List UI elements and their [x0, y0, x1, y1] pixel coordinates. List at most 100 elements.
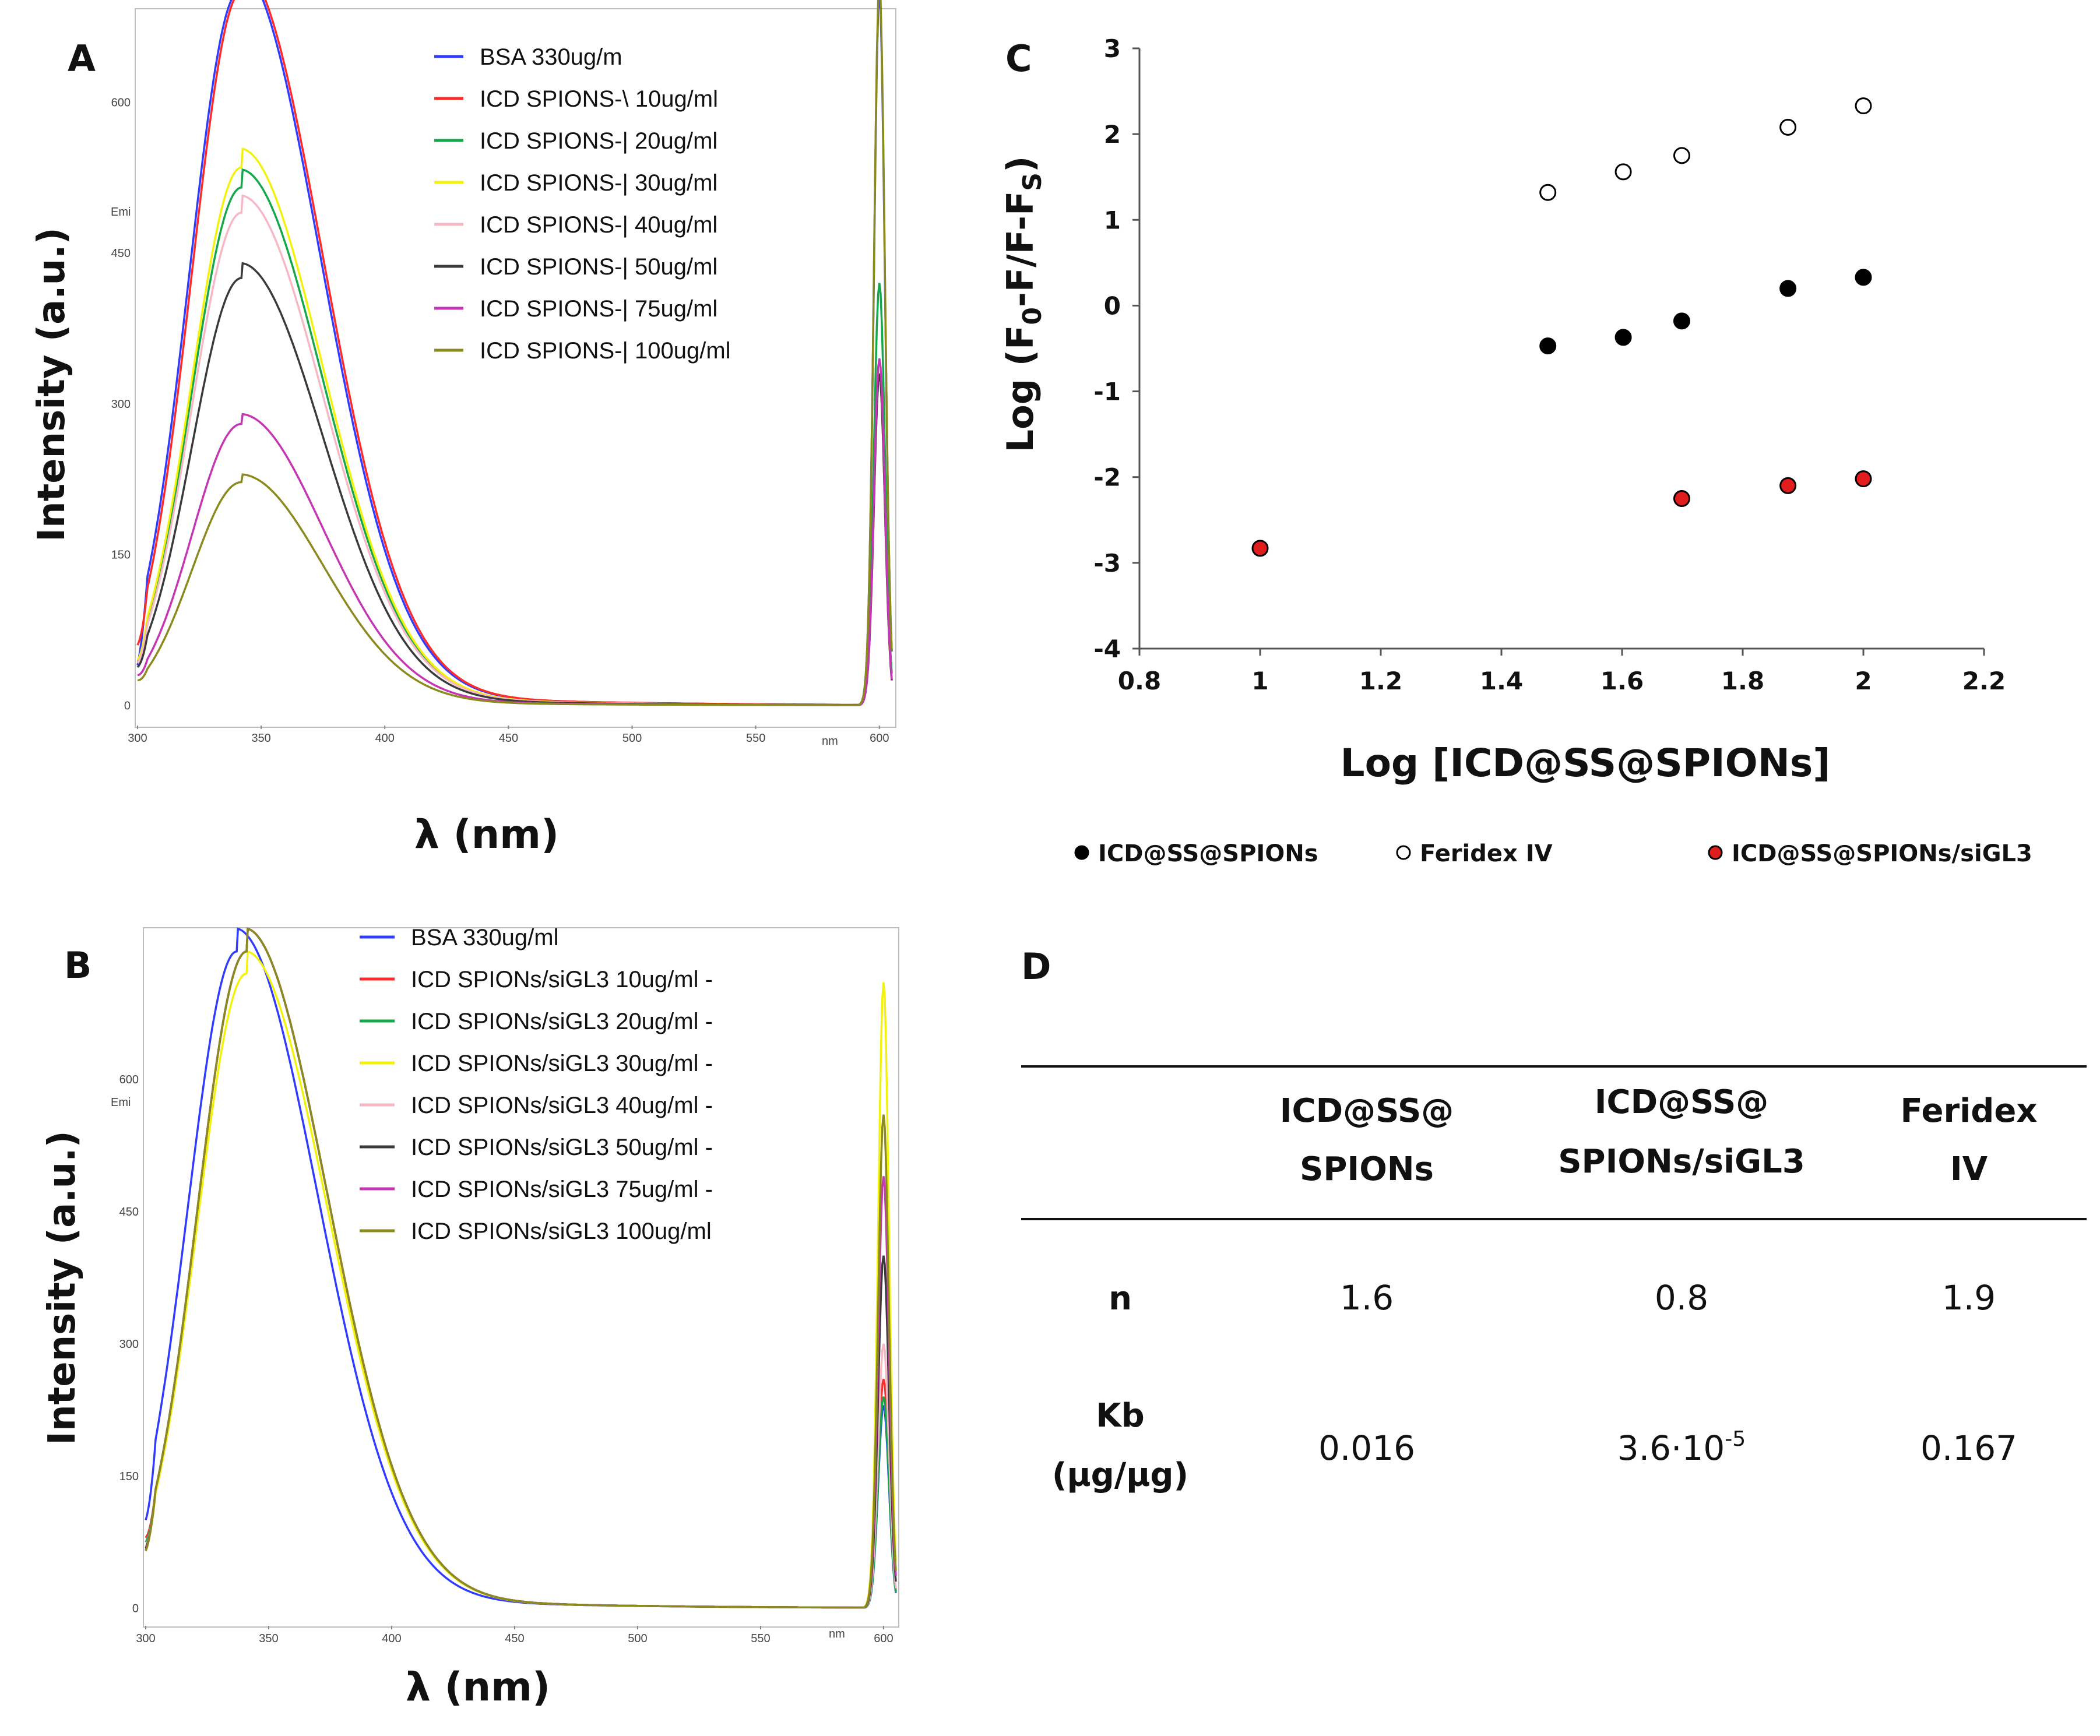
panel-b-plot-frame	[143, 927, 899, 1628]
a-series-7-line	[137, 358, 893, 706]
b-y-tick-label: 450	[119, 1206, 139, 1219]
c-point-series-2	[1614, 163, 1632, 181]
c-x-tick-label: 1.2	[1359, 667, 1402, 695]
c-x-tick-label: 2.2	[1962, 667, 2006, 695]
b-x-tick-label: 550	[751, 1632, 770, 1645]
a-series-3-line	[136, 168, 893, 706]
b-legend-label: ICD SPIONs/siGL3 30ug/ml -	[411, 1051, 713, 1076]
c-x-tick-label: 1.8	[1721, 667, 1764, 695]
c-legend-label: ICD@SS@SPIONs	[1098, 840, 1318, 867]
table-header-col1-line1: ICD@SS@	[1280, 1092, 1454, 1130]
b-x-tick-label: 600	[874, 1632, 893, 1645]
b-x-tick-label: 300	[136, 1632, 155, 1645]
b-series-8-line	[145, 927, 897, 1609]
panel-b-legend: BSA 330ug/ml ICD SPIONs/siGL3 10ug/ml - IC…	[360, 925, 713, 1244]
c-y-tick-label: 2	[1104, 120, 1121, 149]
c-legend-marker	[1074, 845, 1089, 860]
table-cell-kb-col2-exp: -5	[1725, 1427, 1746, 1451]
a-legend-label: ICD SPIONS-| 100ug/ml	[480, 338, 731, 364]
panel-c-ylabel-mid: -F/F-F	[999, 191, 1042, 307]
panel-b-letter: B	[64, 944, 92, 987]
table-row-kb-label: Kb	[1096, 1397, 1144, 1435]
c-y-tick-label: 3	[1104, 34, 1121, 63]
a-legend-label: ICD SPIONS-\ 10ug/ml	[480, 86, 718, 112]
c-y-tick-label: 1	[1104, 206, 1121, 234]
a-legend-label: ICD SPIONS-| 75ug/ml	[480, 296, 717, 322]
b-legend-label: ICD SPIONs/siGL3 100ug/ml	[411, 1219, 712, 1244]
table-row-n-label: n	[1109, 1280, 1132, 1318]
panel-a-nm-label: nm	[822, 735, 838, 748]
b-legend-label: ICD SPIONs/siGL3 75ug/ml -	[411, 1177, 713, 1202]
panel-c-y-axis-label: Log (F0-F/F-FS)	[999, 156, 1047, 453]
panel-c-axes: 3 2 1 0 -1 -2 -3 -4 0.8 1 1.2 1.4 1.6 1.8 2 2.2	[1093, 34, 2006, 695]
table-row-kb-units: (µg/µg)	[1052, 1456, 1188, 1494]
table-header-col2-line2: SPIONs/siGL3	[1558, 1143, 1805, 1181]
a-x-tick-label: 450	[499, 732, 518, 745]
panel-a-letter: A	[68, 37, 96, 80]
c-point-series-2	[1539, 184, 1557, 201]
table-cell-kb-col2: 3.6·10-5	[1617, 1427, 1746, 1468]
a-x-tick-label: 600	[870, 732, 889, 745]
panel-b-x-axis-label: λ (nm)	[406, 1664, 550, 1710]
table-header-col3-line2: IV	[1950, 1150, 1988, 1188]
a-y-tick-label: 150	[111, 549, 131, 562]
table-cell-kb-col1: 0.016	[1318, 1428, 1415, 1468]
c-y-tick-label: 0	[1104, 291, 1121, 320]
c-x-tick-label: 0.8	[1118, 667, 1161, 695]
panel-a-x-axis-label: λ (nm)	[414, 812, 559, 858]
panel-b-curves	[145, 927, 897, 1609]
table-cell-n-col3: 1.9	[1942, 1278, 1996, 1318]
c-point-series-1	[1614, 329, 1632, 346]
c-legend-label: Feridex IV	[1420, 840, 1553, 867]
a-legend-label: ICD SPIONS-| 50ug/ml	[480, 254, 717, 280]
c-point-series-3	[1251, 540, 1269, 557]
c-legend-label: ICD@SS@SPIONs/siGL3	[1732, 840, 2032, 867]
c-point-series-2	[1673, 147, 1690, 164]
panel-b-nm-label: nm	[829, 1628, 845, 1640]
c-point-series-1	[1673, 312, 1690, 330]
panel-b-emi-label: Emi	[111, 1096, 131, 1109]
b-legend-label: ICD SPIONs/siGL3 10ug/ml -	[411, 967, 713, 992]
c-point-series-1	[1855, 269, 1872, 286]
a-y-tick-label: 600	[111, 96, 131, 109]
panel-c-ylabel-subS: S	[1018, 172, 1047, 191]
c-x-tick-label: 1.6	[1600, 667, 1644, 695]
panel-a-plot-frame	[135, 8, 896, 728]
b-x-tick-label: 500	[628, 1632, 647, 1645]
panel-a-curves	[136, 0, 893, 706]
b-y-tick-label: 150	[119, 1470, 139, 1483]
b-series-4-line	[145, 950, 897, 1609]
b-legend-label: BSA 330ug/ml	[411, 925, 559, 950]
c-x-tick-label: 1	[1251, 667, 1268, 695]
table-header-col3-line1: Feridex	[1901, 1092, 2038, 1130]
c-point-series-2	[1855, 97, 1872, 115]
panel-c-ylabel-main: Log (F	[999, 325, 1042, 453]
panel-d-letter: D	[1021, 945, 1051, 988]
b-legend-label: ICD SPIONs/siGL3 20ug/ml -	[411, 1009, 713, 1034]
b-x-tick-label: 350	[259, 1632, 278, 1645]
c-point-series-1	[1779, 280, 1797, 297]
table-cell-n-col1: 1.6	[1340, 1278, 1394, 1318]
a-x-tick-label: 300	[128, 732, 147, 745]
a-series-8-line	[137, 0, 893, 706]
panel-a: A 300 350 400 450 500 550 600 0 150 300 450 600 Emi…	[30, 0, 896, 858]
a-legend-label: BSA 330ug/m	[480, 44, 622, 70]
panel-b-y-axis-label: Intensity (a.u.)	[41, 1131, 84, 1445]
panel-b: B 300 350 400 450 500 550 600 0 150 300 450 600 Emi…	[41, 925, 899, 1710]
a-y-tick-label: 0	[124, 699, 131, 712]
b-y-tick-label: 600	[119, 1073, 139, 1086]
c-point-series-3	[1779, 477, 1797, 494]
c-point-series-3	[1855, 470, 1872, 488]
panel-d: D ICD@SS@ SPIONs ICD@SS@ SPIONs/siGL3 Fe…	[1021, 945, 2087, 1494]
c-y-tick-label: -1	[1093, 378, 1121, 406]
panel-c-letter: C	[1005, 37, 1032, 80]
panel-c-x-axis-label: Log [ICD@SS@SPIONs]	[1341, 741, 1831, 786]
b-legend-label: ICD SPIONs/siGL3 50ug/ml -	[411, 1135, 713, 1160]
c-point-series-2	[1779, 118, 1797, 136]
panel-c-points	[1251, 97, 1872, 557]
table-cell-n-col2: 0.8	[1655, 1278, 1708, 1318]
a-y-tick-label: 450	[111, 247, 131, 260]
b-y-tick-label: 300	[119, 1338, 139, 1351]
a-x-tick-label: 350	[251, 732, 270, 745]
